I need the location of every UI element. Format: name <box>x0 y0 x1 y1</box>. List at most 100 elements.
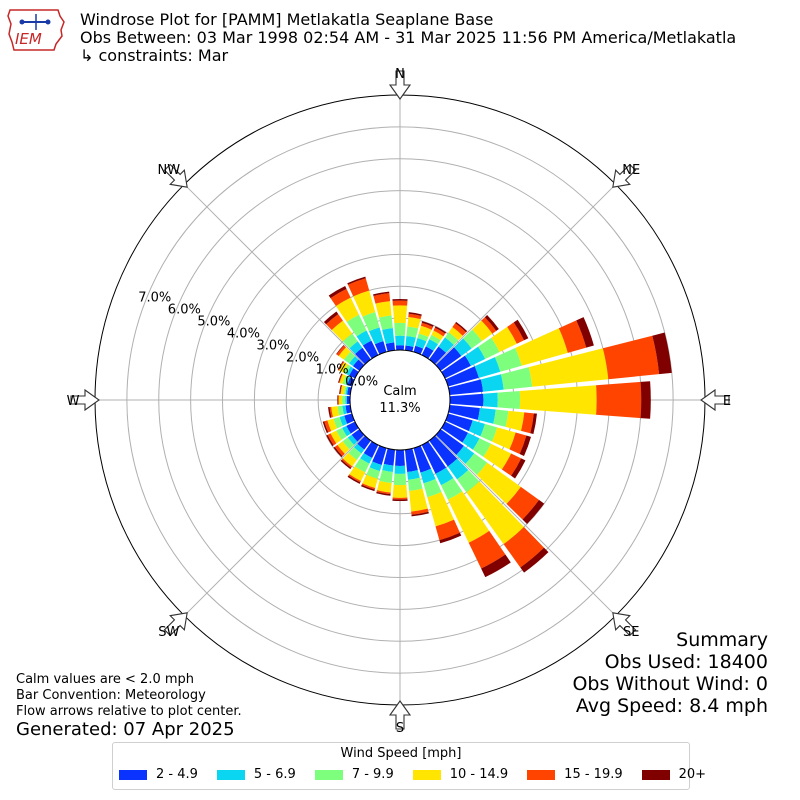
wind-bar-segment <box>362 340 379 359</box>
wind-bar-segment <box>472 320 493 342</box>
wind-bar-segment <box>395 335 405 346</box>
wind-bar-segment <box>439 532 462 544</box>
speed-legend: Wind Speed [mph] 2 - 4.9 5 - 6.9 7 - 9.9 10… <box>112 742 706 790</box>
flow-arrow-icon <box>163 163 188 188</box>
wind-bar-segment <box>361 484 375 492</box>
calm-value: 11.3% <box>379 401 420 416</box>
wind-bar-segment <box>349 466 366 481</box>
wind-bar-segment <box>411 508 429 515</box>
wind-bar-segment <box>448 327 463 341</box>
flow-arrow-icon <box>70 388 100 412</box>
wind-bar-segment <box>501 453 522 476</box>
wind-bar-segment <box>507 322 525 344</box>
wind-bar-segment <box>346 366 354 376</box>
wind-bar-segment <box>448 404 480 420</box>
wind-bar-segment <box>342 333 358 349</box>
legend-item: 5 - 6.9 <box>216 767 296 782</box>
calm-label: Calm <box>383 384 416 399</box>
wind-bar-segment <box>339 384 342 395</box>
summary-title: Summary <box>676 629 768 651</box>
wind-bar-segment <box>341 458 353 468</box>
compass-label: N <box>395 67 405 82</box>
wind-bar-segment <box>343 364 351 375</box>
wind-bar-segment <box>441 478 463 500</box>
wind-bar-segment <box>378 315 393 330</box>
wind-bar-segment <box>456 445 475 464</box>
legend-label: 5 - 6.9 <box>253 767 296 782</box>
avg-speed: Avg Speed: 8.4 mph <box>575 695 768 717</box>
compass-label: NW <box>157 163 180 178</box>
wind-bar-segment <box>331 406 340 418</box>
wind-bar-segment <box>355 347 371 365</box>
wind-bar-segment <box>515 328 568 366</box>
wind-bar-segment <box>476 462 521 504</box>
wind-bar-segment <box>445 413 473 432</box>
iowa-map-icon: IEM <box>7 9 65 51</box>
legend-item: 20+ <box>641 767 707 782</box>
wind-bar-segment <box>444 332 459 345</box>
flow-arrow-icon <box>163 612 188 637</box>
wind-bar-segment <box>342 405 347 415</box>
wind-bar-segment <box>503 527 545 568</box>
wind-bar-segment <box>429 346 447 365</box>
wind-bar-segment <box>434 326 447 334</box>
wind-bar-segment <box>392 499 408 501</box>
wind-bar-segment <box>348 447 362 461</box>
wind-bar-segment <box>373 293 391 304</box>
wind-bar-segment <box>337 441 350 454</box>
legend-label: 20+ <box>678 767 707 782</box>
wind-bar-segment <box>345 395 347 405</box>
wind-bar-segment <box>338 361 345 371</box>
wind-bar-segment <box>342 395 346 405</box>
flow-arrow-icon <box>700 388 730 412</box>
wind-bar-segment <box>376 491 391 496</box>
wind-bar-segment <box>394 322 406 336</box>
wind-bar-segment <box>413 445 432 473</box>
wind-bar-segment <box>417 333 429 342</box>
wind-bar-segment <box>394 465 406 474</box>
wind-bar-segment <box>454 338 472 356</box>
wind-bars <box>322 276 672 578</box>
wind-bar-segment <box>342 437 354 450</box>
wind-bar-segment <box>385 342 396 352</box>
wind-bar-segment <box>361 483 376 490</box>
wind-bar-segment <box>415 338 427 349</box>
wind-bar-segment <box>491 326 517 353</box>
wind-bar-segment <box>369 461 382 472</box>
wind-bar-segment <box>511 458 526 479</box>
radial-tick-label: 7.0% <box>138 291 171 306</box>
obs-period: Obs Between: 03 Mar 1998 02:54 AM - 31 M… <box>80 28 737 47</box>
wind-bar-segment <box>427 492 455 527</box>
legend-item: 15 - 19.9 <box>527 767 623 782</box>
calm-circle <box>349 349 451 451</box>
wind-bar-segment <box>373 291 390 296</box>
wind-bar-segment <box>362 311 380 332</box>
wind-bar-segment <box>324 420 332 433</box>
wind-bar-segment <box>448 379 484 396</box>
wind-bar-segment <box>445 366 479 387</box>
obs-without-wind: Obs Without Wind: 0 <box>572 673 768 695</box>
wind-bar-segment <box>411 511 429 517</box>
wind-bar-segment <box>576 317 594 348</box>
radial-tick-label: 3.0% <box>256 338 289 353</box>
wind-bar-segment <box>602 335 660 380</box>
compass-label: E <box>723 394 731 409</box>
wind-bar-segment <box>405 335 416 347</box>
legend-swatch <box>119 769 147 780</box>
wind-bar-segment <box>368 327 384 345</box>
wind-bar-segment <box>342 425 351 437</box>
wind-bar-segment <box>338 373 343 383</box>
wind-bar-segment <box>640 381 651 419</box>
wind-bar-segment <box>339 374 346 384</box>
wind-bar-segment <box>462 432 480 450</box>
wind-bar-segment <box>494 347 522 372</box>
wind-bar-segment <box>330 430 342 444</box>
wind-bar-segment <box>379 470 393 484</box>
wind-bar-segment <box>328 407 332 418</box>
radial-tick-label: 5.0% <box>197 315 230 330</box>
wind-bar-segment <box>500 367 533 390</box>
wind-bar-segment <box>425 339 439 351</box>
wind-bar-segment <box>455 321 468 333</box>
wind-bar-segment <box>484 314 499 331</box>
